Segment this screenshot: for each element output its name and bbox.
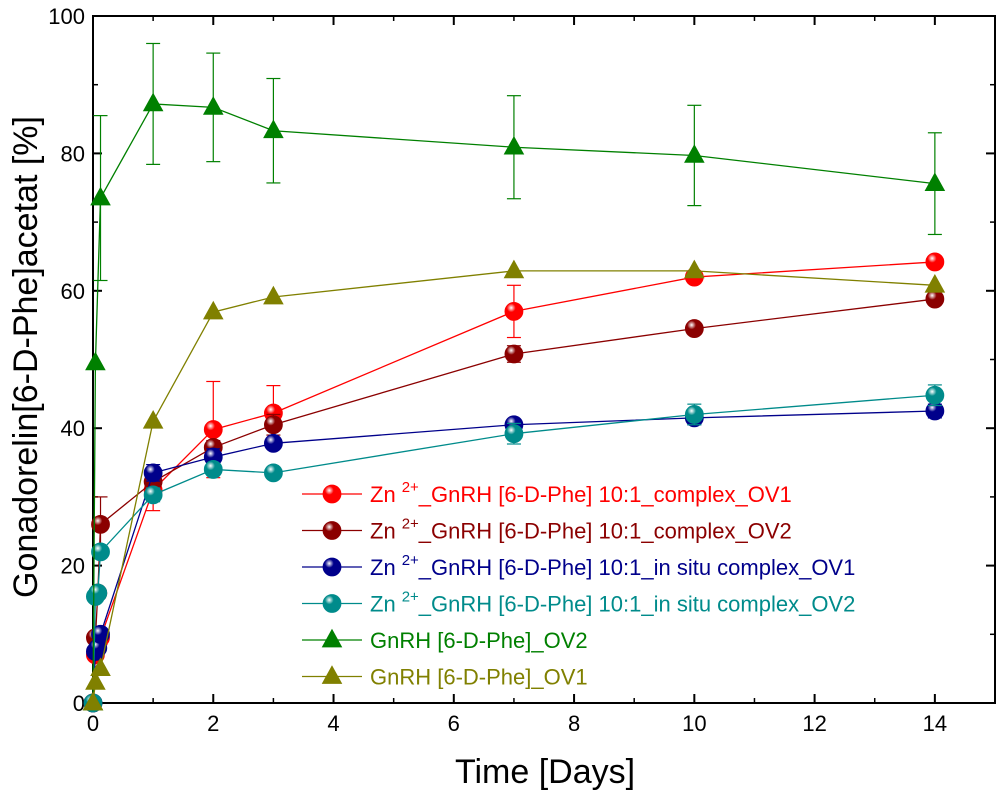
data-point	[263, 415, 283, 435]
data-point	[91, 624, 110, 644]
data-point	[143, 485, 163, 505]
data-point	[925, 289, 945, 309]
legend-label-superscript: 2+	[402, 589, 419, 606]
data-point	[263, 463, 283, 483]
data-point	[684, 319, 704, 338]
series-layer	[82, 42, 946, 713]
x-tick-label: 8	[568, 711, 580, 736]
legend-label-superscript: 2+	[402, 479, 419, 496]
data-point	[142, 92, 164, 112]
series-3	[83, 384, 945, 713]
legend-label: Zn 2+_GnRH [6-D-Phe] 10:1_complex_OV1	[370, 479, 792, 507]
legend-marker	[322, 484, 342, 504]
data-point	[263, 433, 283, 453]
data-point	[503, 135, 525, 155]
data-point	[925, 252, 945, 272]
x-tick-label: 2	[207, 711, 219, 736]
x-tick-label: 0	[87, 711, 99, 736]
legend-item-2: Zn 2+_GnRH [6-D-Phe] 10:1_in situ complex…	[302, 552, 855, 580]
data-point	[263, 119, 284, 139]
legend-label-superscript: 2+	[402, 552, 419, 569]
legend-label: GnRH [6-D-Phe]_OV2	[370, 628, 588, 653]
legend-marker	[321, 665, 343, 684]
data-point	[202, 300, 224, 320]
legend-marker	[322, 521, 342, 540]
data-point	[925, 385, 945, 405]
legend-label-main: Zn	[370, 592, 396, 617]
data-point	[202, 96, 224, 115]
data-point	[85, 671, 106, 690]
legend-label-rest: _GnRH [6-D-Phe] 10:1_complex_OV1	[418, 482, 792, 507]
y-tick-label: 20	[61, 554, 85, 579]
legend-label-rest: _GnRH [6-D-Phe] 10:1_in situ complex_OV2	[418, 592, 856, 617]
legend-label: Zn 2+_GnRH [6-D-Phe] 10:1_complex_OV2	[370, 516, 792, 544]
data-point	[684, 259, 705, 279]
data-point	[82, 691, 104, 711]
data-point	[91, 514, 110, 534]
legend-label-main: Zn	[370, 519, 396, 544]
y-tick-label: 60	[61, 279, 85, 304]
legend-marker	[322, 557, 342, 577]
data-point	[142, 410, 164, 429]
data-point	[504, 344, 524, 364]
x-tick-label: 10	[682, 711, 706, 736]
legend-item-5: GnRH [6-D-Phe]_OV1	[302, 665, 588, 690]
data-point	[85, 351, 106, 371]
data-point	[88, 583, 108, 603]
legend-item-1: Zn 2+_GnRH [6-D-Phe] 10:1_complex_OV2	[302, 516, 792, 544]
legend-label: Zn 2+_GnRH [6-D-Phe] 10:1_in situ complex…	[370, 552, 855, 580]
data-point	[684, 144, 705, 163]
data-point	[203, 460, 223, 479]
data-point	[203, 420, 223, 439]
legend-label-main: GnRH [6-D-Phe]_OV2	[370, 628, 588, 653]
legend-label-main: GnRH [6-D-Phe]_OV1	[370, 665, 588, 690]
data-point	[143, 463, 163, 483]
data-point	[91, 542, 110, 562]
series-5	[82, 259, 946, 711]
legend-marker	[321, 628, 343, 648]
legend-label-rest: _GnRH [6-D-Phe] 10:1_complex_OV2	[418, 519, 792, 544]
data-point	[924, 274, 946, 293]
legend-label-main: Zn	[370, 555, 396, 580]
y-tick-label: 80	[61, 141, 85, 166]
legend-label-main: Zn	[370, 482, 396, 507]
legend-label: Zn 2+_GnRH [6-D-Phe] 10:1_in situ complex…	[370, 589, 855, 617]
legend-item-0: Zn 2+_GnRH [6-D-Phe] 10:1_complex_OV1	[302, 479, 792, 507]
y-axis-title: Gonadorelin[6-D-Phe]acetat [%]	[7, 116, 45, 598]
y-tick-label: 100	[48, 4, 85, 29]
y-tick-label: 40	[61, 416, 85, 441]
legend-label-rest: _GnRH [6-D-Phe] 10:1_in situ complex_OV1	[418, 555, 856, 580]
legend-item-4: GnRH [6-D-Phe]_OV2	[302, 628, 588, 653]
x-tick-label: 14	[923, 711, 947, 736]
series-4	[82, 42, 946, 711]
data-point	[504, 302, 524, 321]
x-tick-label: 4	[327, 711, 339, 736]
x-tick-label: 6	[448, 711, 460, 736]
data-point	[90, 657, 111, 676]
data-point	[503, 259, 525, 279]
x-tick-label: 12	[802, 711, 826, 736]
y-tick-label: 0	[73, 691, 85, 716]
legend-marker	[322, 594, 342, 613]
data-point	[684, 405, 704, 424]
data-point	[504, 424, 524, 444]
legend-label: GnRH [6-D-Phe]_OV1	[370, 665, 588, 690]
data-point	[263, 285, 284, 305]
legend-label-superscript: 2+	[402, 516, 419, 533]
data-point	[924, 172, 946, 191]
x-axis-title: Time [Days]	[455, 753, 635, 791]
legend-item-3: Zn 2+_GnRH [6-D-Phe] 10:1_in situ complex…	[302, 589, 855, 617]
data-point	[90, 186, 111, 206]
axes-layer: 0 2 4 6 8 10 12 14 0 20 40 60 80 100	[48, 4, 996, 736]
